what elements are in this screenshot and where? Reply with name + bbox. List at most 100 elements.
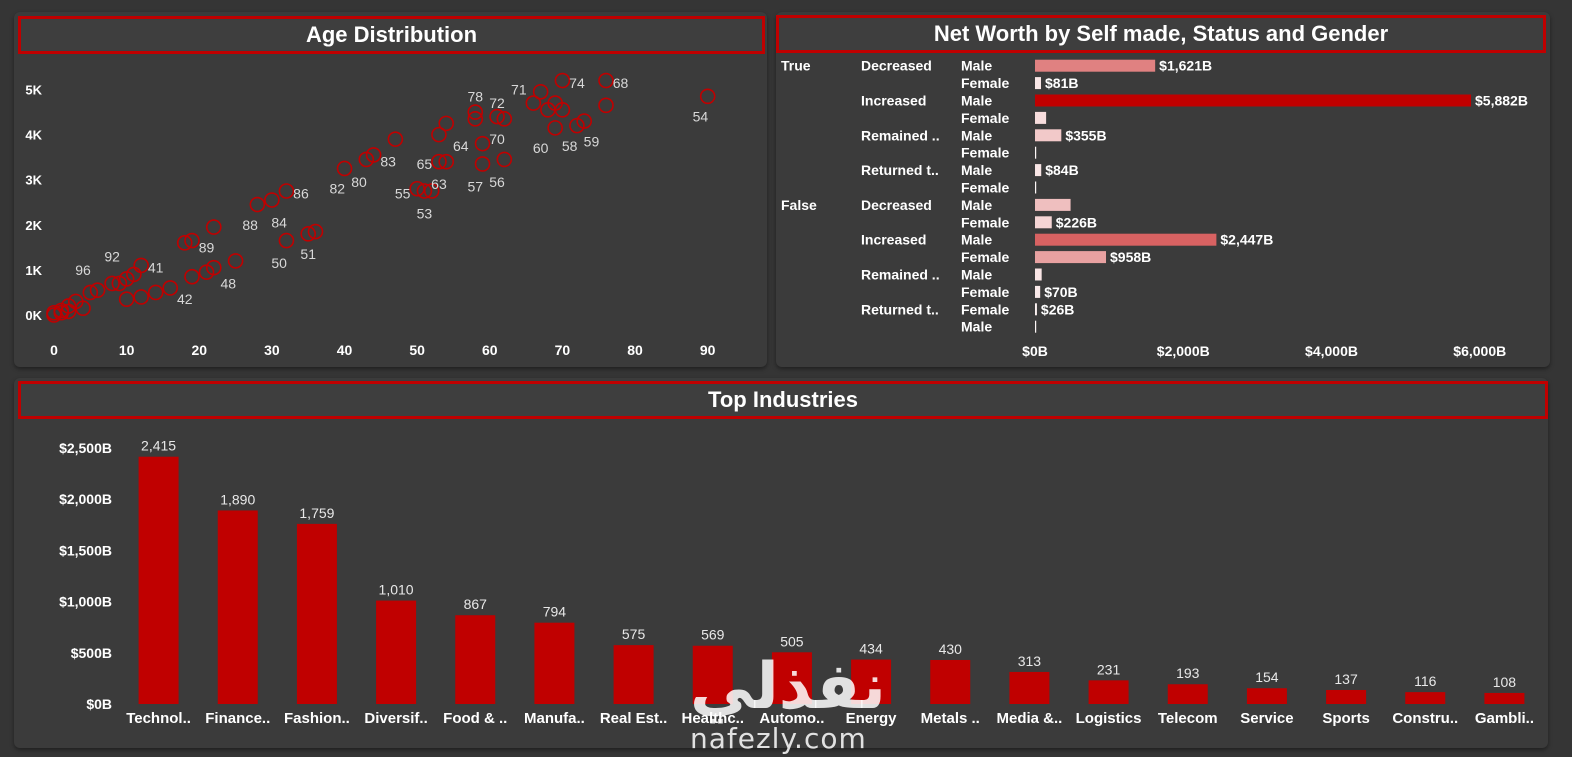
x-tick-label: 50	[409, 342, 425, 358]
scatter-point	[474, 135, 491, 152]
bar-value-label: 108	[1493, 674, 1517, 690]
scatter-point	[184, 232, 200, 249]
gender-label: Male	[961, 197, 992, 213]
gender-label: Male	[961, 93, 992, 109]
category-label: Sports	[1322, 710, 1370, 727]
x-tick-label: 40	[337, 342, 353, 358]
industry-bar	[851, 659, 892, 704]
scatter-point	[264, 192, 280, 208]
scatter-point	[387, 131, 404, 147]
category-label: Constru..	[1392, 710, 1458, 727]
status-label: Decreased	[861, 58, 932, 74]
industry-bar	[613, 645, 654, 704]
x-tick-label: 70	[555, 342, 571, 358]
scatter-point	[205, 259, 222, 276]
net-worth-panel: Net Worth by Self made, Status and Gende…	[776, 12, 1550, 367]
point-label: 78	[467, 88, 483, 104]
category-label: Finance..	[205, 710, 270, 727]
y-tick-label: $1,500B	[59, 542, 112, 558]
bar-value-label: $958B	[1110, 249, 1151, 265]
category-label: Gambli..	[1475, 710, 1534, 727]
point-label: 60	[533, 140, 549, 156]
industry-bar	[1088, 680, 1129, 704]
y-tick-label: $500B	[71, 645, 112, 661]
scatter-point	[554, 72, 571, 89]
bar-value-label: 1,010	[379, 582, 414, 598]
scatter-point	[598, 72, 614, 89]
scatter-point	[118, 291, 135, 308]
point-label: 64	[453, 138, 469, 154]
status-label: Increased	[861, 93, 926, 109]
point-label: 65	[417, 156, 433, 172]
scatter-point	[467, 111, 484, 127]
x-tick-label: 0	[50, 342, 58, 358]
bar-value-label: $70B	[1044, 284, 1077, 300]
industry-bar	[1009, 671, 1050, 704]
scatter-point	[82, 284, 99, 301]
networth-bar	[1035, 59, 1156, 72]
bar-value-label: 193	[1176, 665, 1200, 681]
scatter-point	[133, 289, 149, 305]
networth-bar	[1035, 94, 1472, 107]
scatter-point	[438, 115, 455, 132]
gender-label: Female	[961, 145, 1009, 161]
category-label: Automo..	[759, 710, 824, 727]
bar-value-label: 430	[939, 641, 963, 657]
age-distribution-panel: Age Distribution 0K 1K 2K 3K 4K 5K 0 10 20 30 40 50…	[14, 12, 767, 367]
scatter-point	[431, 153, 447, 170]
net-worth-title: Net Worth by Self made, Status and Gende…	[776, 15, 1546, 53]
bar-value-label: 867	[464, 596, 488, 612]
gender-label: Female	[961, 110, 1009, 126]
scatter-point	[89, 282, 106, 299]
x-tick-label: 10	[119, 342, 135, 358]
scatter-point	[227, 253, 244, 269]
scatter-point	[184, 268, 200, 285]
x-tick-label: $0B	[1022, 343, 1048, 359]
scatter-point	[53, 304, 70, 321]
networth-bar	[1035, 251, 1107, 264]
category-label: Metals ..	[921, 710, 980, 727]
scatter-point	[423, 183, 440, 199]
category-label: Fashion..	[284, 710, 350, 727]
bar-value-label: 794	[543, 604, 567, 620]
point-label: 89	[199, 239, 215, 255]
gender-label: Male	[961, 58, 992, 74]
bar-value-label: 434	[859, 641, 883, 657]
bar-value-label: 569	[701, 627, 725, 643]
bar-value-label: $2,447B	[1220, 232, 1273, 248]
point-label: 57	[467, 178, 483, 194]
networth-bar	[1035, 320, 1037, 333]
scatter-point	[365, 147, 382, 163]
point-label: 51	[300, 246, 316, 262]
point-label: 92	[104, 248, 120, 264]
category-label: Healthc..	[681, 710, 744, 727]
point-label: 42	[177, 291, 193, 307]
networth-bar	[1035, 111, 1047, 124]
x-tick-label: 60	[482, 342, 498, 358]
point-label: 68	[613, 75, 629, 91]
x-tick-label: 80	[627, 342, 643, 358]
point-label: 48	[221, 275, 237, 291]
networth-bar	[1035, 303, 1037, 316]
networth-bar	[1035, 146, 1037, 159]
gender-label: Female	[961, 75, 1009, 91]
watermark-logo: نفذلي	[690, 650, 886, 724]
bar-value-label: 116	[1414, 673, 1437, 689]
scatter-point	[307, 223, 324, 240]
y-tick-label: $2,500B	[59, 440, 112, 456]
gender-label: Male	[961, 127, 992, 143]
bar-value-label: $226B	[1056, 214, 1097, 230]
self-made-label: True	[781, 58, 811, 74]
gender-label: Female	[961, 180, 1009, 196]
y-tick-label: 3K	[25, 173, 42, 188]
point-label: 80	[351, 174, 367, 190]
status-label: Returned t..	[861, 301, 939, 317]
y-tick-label: 4K	[25, 128, 42, 143]
top-industries-chart: $0B $500B $1,000B $1,500B $2,000B $2,500B 2,41…	[59, 438, 1534, 727]
networth-bar	[1035, 164, 1042, 177]
y-tick-label: 2K	[25, 218, 42, 233]
gender-label: Female	[961, 301, 1009, 317]
category-label: Manufa..	[524, 710, 585, 727]
scatter-point	[60, 303, 77, 320]
industry-bar	[1326, 689, 1367, 704]
